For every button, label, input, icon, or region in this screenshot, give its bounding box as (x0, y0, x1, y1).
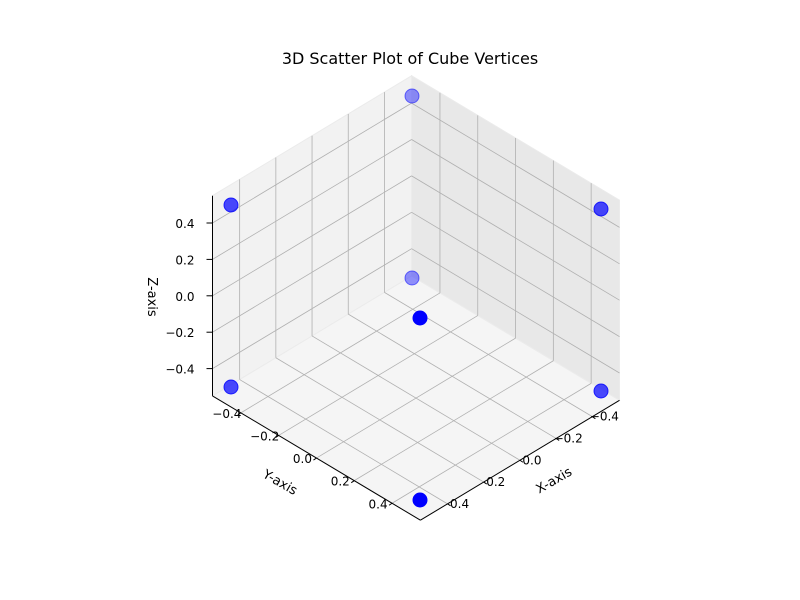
y-tick (350, 480, 355, 484)
data-point (404, 270, 420, 286)
grid-line-z-on-back-left (212, 175, 412, 297)
data-points (223, 88, 609, 508)
x-tick-label: 0.4 (450, 497, 469, 511)
z-tick-label: 0.4 (175, 217, 194, 231)
x-tick (447, 503, 451, 507)
grid-line-x-on-floor (239, 379, 448, 505)
data-point (223, 379, 239, 395)
y-tick (275, 435, 279, 438)
axes: −0.4 −0.4 −0.4 −0.2 −0.2 −0.2 0.0 0.0 0.0 0.2 0.2 0… (165, 195, 620, 521)
data-point (593, 201, 609, 217)
data-point (412, 310, 428, 326)
chart-title: 3D Scatter Plot of Cube Vertices (282, 49, 538, 68)
y-axis-label: Y-axis (259, 467, 300, 499)
x-tick (592, 416, 596, 420)
x-tick (555, 438, 560, 441)
grid-line-y-on-floor (316, 337, 516, 459)
y-tick-label: 0.4 (369, 497, 388, 511)
data-point (412, 492, 428, 508)
data-point (593, 383, 609, 399)
y-tick (313, 457, 317, 461)
data-point (223, 197, 239, 213)
grid-line-z-on-back-left (212, 139, 412, 260)
x-tick-label: −0.2 (554, 431, 583, 445)
y-tick (237, 412, 242, 416)
y-tick-label: −0.2 (250, 429, 279, 443)
grid-line-y-on-floor (391, 383, 592, 504)
grid-line-z-on-back-right (411, 175, 620, 301)
y-tick-label: 0.2 (331, 475, 350, 489)
grid-line-z-on-back-right (411, 102, 620, 228)
x-tick-label: 0.2 (486, 475, 505, 489)
y-tick-label: −0.4 (212, 407, 241, 421)
x-tick (483, 481, 488, 485)
grid-line-x-on-floor (275, 357, 484, 483)
z-tick-label: −0.2 (165, 326, 194, 340)
grid-lines (212, 92, 620, 505)
x-tick (519, 459, 524, 463)
grid-line-z-on-back-left (212, 102, 412, 224)
grid-line-z-on-back-right (411, 139, 620, 265)
x-tick-label: 0.0 (522, 453, 541, 467)
x-axis-label: X-axis (534, 465, 575, 498)
grid-line-y-on-floor (354, 360, 554, 481)
z-tick-label: 0.0 (175, 290, 194, 304)
z-tick-label: −0.4 (165, 363, 194, 377)
data-point (404, 88, 420, 104)
x-tick-label: −0.4 (590, 410, 619, 424)
z-tick-label: 0.2 (175, 253, 194, 267)
y-tick-label: 0.0 (293, 452, 312, 466)
z-axis-label: Z-axis (144, 277, 159, 317)
y-tick (388, 502, 393, 506)
